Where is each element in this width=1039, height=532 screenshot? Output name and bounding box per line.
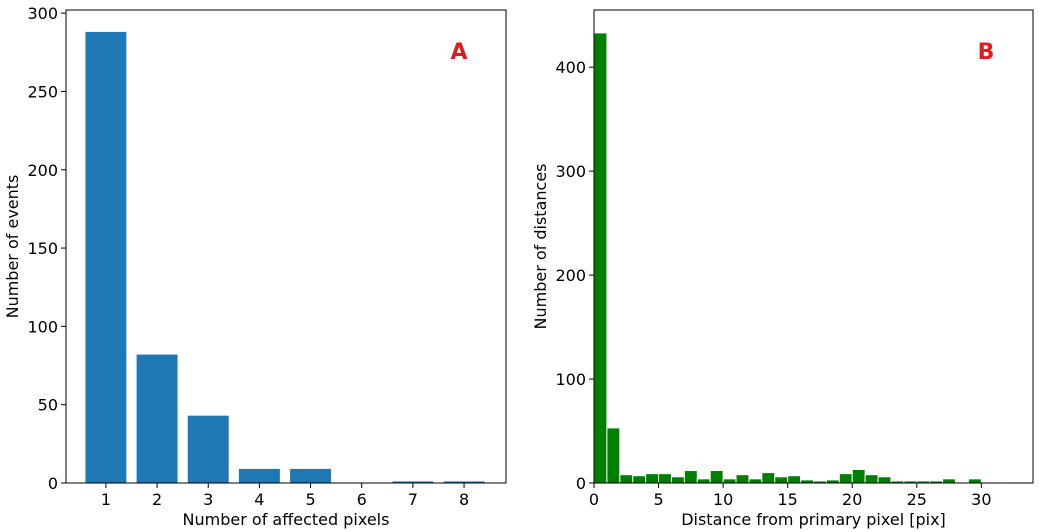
y-tick-label: 150 <box>27 239 58 258</box>
bar <box>238 468 280 483</box>
y-tick-label: 0 <box>576 474 586 493</box>
histogram-bar <box>645 473 660 484</box>
x-tick-label: 30 <box>971 490 991 509</box>
y-tick-label: 300 <box>555 162 586 181</box>
histogram-bar <box>851 468 866 484</box>
y-tick-label: 100 <box>555 370 586 389</box>
x-tick-label: 7 <box>408 490 418 509</box>
plot-frame <box>65 9 507 484</box>
histogram-bar <box>670 476 685 484</box>
y-tick-label: 300 <box>27 4 58 23</box>
histogram-bar <box>748 478 763 484</box>
panel-label: A <box>450 40 467 65</box>
y-tick-label: 100 <box>27 317 58 336</box>
histogram-bar <box>761 472 776 484</box>
histogram-bar <box>632 475 647 484</box>
x-tick-label: 0 <box>589 490 599 509</box>
histogram-bar <box>696 478 711 484</box>
y-tick-label: 200 <box>555 266 586 285</box>
bar <box>290 468 332 483</box>
histogram-bar <box>877 476 892 484</box>
x-tick-label: 25 <box>907 490 927 509</box>
plot-frame <box>593 9 1034 484</box>
x-tick-label: 5 <box>653 490 663 509</box>
y-tick-label: 200 <box>27 161 58 180</box>
x-tick-label: 6 <box>357 490 367 509</box>
x-tick-label: 10 <box>713 490 733 509</box>
x-tick-label: 20 <box>842 490 862 509</box>
x-tick-label: 2 <box>152 490 162 509</box>
histogram-bar <box>838 473 853 484</box>
y-tick-label: 400 <box>555 58 586 77</box>
histogram-bar <box>967 478 982 484</box>
x-tick-label: 5 <box>305 490 315 509</box>
bar <box>136 354 178 483</box>
x-tick-label: 3 <box>203 490 213 509</box>
histogram-bar <box>658 473 672 484</box>
bar <box>443 481 485 483</box>
panel-label: B <box>978 40 995 65</box>
y-tick-label: 250 <box>27 82 58 101</box>
histogram-bar <box>722 478 737 484</box>
x-tick-label: 8 <box>459 490 469 509</box>
y-axis-label: Number of events <box>3 175 22 319</box>
histogram-bar <box>606 427 621 484</box>
histogram-bar <box>619 474 634 484</box>
y-tick-label: 0 <box>48 474 58 493</box>
histogram-bar <box>864 474 879 484</box>
histogram-bar <box>593 32 608 484</box>
bar <box>187 415 229 483</box>
histogram-bar <box>942 478 957 484</box>
x-tick-label: 4 <box>254 490 264 509</box>
x-tick-label: 15 <box>777 490 797 509</box>
x-axis-label: Distance from primary pixel [pix] <box>681 510 946 529</box>
y-axis-label: Number of distances <box>531 164 550 330</box>
bar <box>392 481 434 483</box>
bar <box>85 31 127 483</box>
histogram-bar <box>735 474 750 484</box>
x-tick-label: 1 <box>101 490 111 509</box>
histogram-bar <box>787 475 802 484</box>
histogram-bar <box>709 470 724 484</box>
histogram-bar <box>774 476 789 484</box>
x-axis-label: Number of affected pixels <box>183 510 390 529</box>
histogram-bar <box>683 470 698 484</box>
y-tick-label: 50 <box>38 396 58 415</box>
